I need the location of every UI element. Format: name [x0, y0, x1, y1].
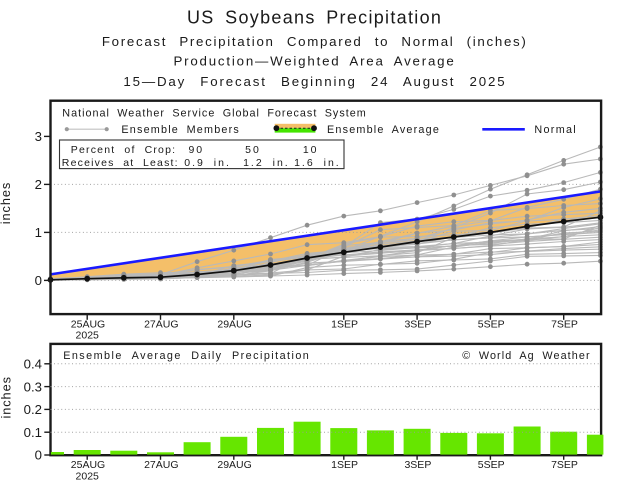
svg-text:2025: 2025	[76, 470, 100, 482]
svg-text:Production—Weighted Area Avera: Production—Weighted Area Average	[173, 54, 455, 69]
svg-text:inches: inches	[0, 376, 14, 418]
svg-text:5SEP: 5SEP	[478, 459, 505, 471]
svg-text:1SEP: 1SEP	[331, 459, 358, 471]
svg-text:3SEP: 3SEP	[404, 459, 431, 471]
svg-text:0.9 in.: 0.9 in.	[184, 157, 231, 169]
svg-text:1.2 in.: 1.2 in.	[243, 157, 290, 169]
svg-text:29AUG: 29AUG	[217, 319, 251, 331]
svg-text:1: 1	[35, 225, 42, 240]
svg-text:25AUG: 25AUG	[71, 459, 105, 471]
svg-text:Ensemble Members: Ensemble Members	[121, 124, 240, 136]
svg-text:1.6 in.: 1.6 in.	[294, 157, 341, 169]
svg-text:5SEP: 5SEP	[478, 319, 505, 331]
svg-text:0.4: 0.4	[24, 357, 42, 372]
svg-text:25AUG: 25AUG	[71, 319, 105, 331]
svg-text:0: 0	[35, 448, 42, 463]
svg-text:Receives at Least:: Receives at Least:	[62, 157, 179, 169]
svg-text:Forecast Precipitation Compare: Forecast Precipitation Compared to Norma…	[102, 34, 528, 49]
svg-text:7SEP: 7SEP	[551, 459, 578, 471]
svg-text:27AUG: 27AUG	[144, 459, 178, 471]
svg-text:0: 0	[35, 273, 42, 288]
svg-text:Ensemble Average Daily Precipi: Ensemble Average Daily Precipitation	[63, 350, 310, 362]
svg-text:3: 3	[35, 129, 42, 144]
svg-text:0.3: 0.3	[24, 379, 42, 394]
svg-text:National Weather Service Globa: National Weather Service Global Forecast…	[62, 108, 366, 120]
svg-text:US Soybeans Precipitation: US Soybeans Precipitation	[187, 8, 442, 28]
svg-text:0.1: 0.1	[24, 425, 42, 440]
svg-text:2: 2	[35, 177, 42, 192]
svg-text:90: 90	[188, 144, 204, 156]
svg-text:2025: 2025	[76, 330, 100, 342]
svg-text:7SEP: 7SEP	[551, 319, 578, 331]
svg-text:0.2: 0.2	[24, 402, 42, 417]
svg-text:29AUG: 29AUG	[217, 459, 251, 471]
svg-text:Percent of Crop:: Percent of Crop:	[71, 144, 176, 156]
svg-text:50: 50	[245, 144, 261, 156]
svg-text:10: 10	[303, 144, 319, 156]
svg-text:27AUG: 27AUG	[144, 319, 178, 331]
svg-text:© World Ag Weather: © World Ag Weather	[462, 350, 590, 362]
svg-text:1SEP: 1SEP	[331, 319, 358, 331]
svg-text:inches: inches	[0, 182, 13, 224]
svg-text:15—Day Forecast Beginning 24 A: 15—Day Forecast Beginning 24 August 2025	[123, 74, 506, 89]
svg-text:3SEP: 3SEP	[404, 319, 431, 331]
svg-text:Normal: Normal	[534, 124, 577, 136]
svg-text:Ensemble Average: Ensemble Average	[327, 124, 440, 136]
